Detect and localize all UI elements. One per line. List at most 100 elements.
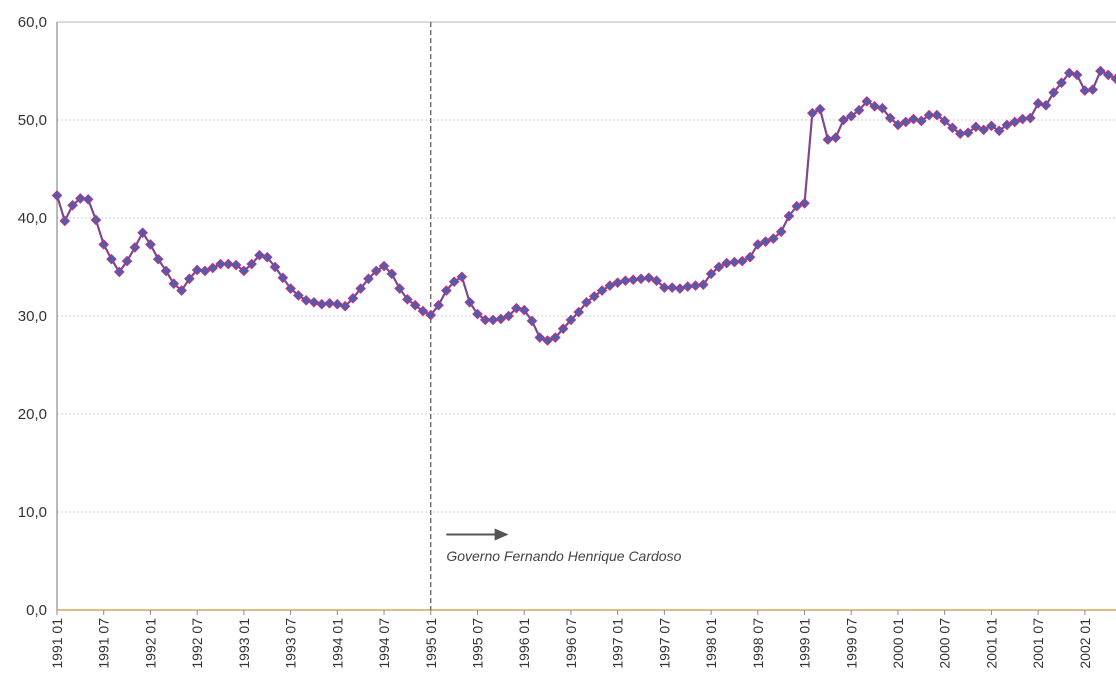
- data-point: [682, 281, 694, 292]
- y-tick-label: 20,0: [18, 406, 47, 423]
- data-point: [939, 115, 950, 127]
- x-tick-label: 1994 01: [329, 618, 345, 669]
- data-point: [690, 280, 701, 291]
- data-point: [978, 124, 989, 136]
- data-point: [137, 227, 148, 239]
- data-point: [775, 226, 787, 238]
- data-point: [752, 239, 764, 250]
- x-tick-label: 1995 07: [469, 618, 485, 669]
- data-point: [877, 102, 888, 114]
- data-point: [931, 109, 943, 121]
- data-point: [853, 104, 865, 116]
- x-tick-label: 1998 01: [703, 618, 719, 669]
- data-point: [479, 314, 491, 326]
- x-tick-label: 1996 01: [516, 618, 532, 669]
- data-point: [363, 273, 374, 285]
- data-point: [184, 273, 195, 285]
- data-point: [300, 295, 312, 306]
- x-tick-label: 1992 07: [189, 618, 205, 669]
- data-point: [1056, 77, 1067, 89]
- data-point: [246, 258, 257, 270]
- data-point: [1102, 69, 1114, 81]
- data-point: [293, 290, 304, 301]
- data-point: [433, 299, 444, 311]
- data-point: [495, 313, 507, 325]
- data-point: [1009, 116, 1021, 128]
- data-point: [82, 194, 94, 205]
- y-tick-label: 30,0: [18, 308, 47, 325]
- data-point: [666, 282, 678, 293]
- data-point: [386, 268, 398, 280]
- x-tick-label: 1997 07: [656, 618, 672, 669]
- data-point: [923, 109, 935, 121]
- data-point: [916, 115, 927, 127]
- x-tick-label: 1991 01: [49, 618, 65, 669]
- data-point: [51, 190, 63, 201]
- data-point: [277, 272, 289, 284]
- gridlines: [57, 21, 1116, 611]
- x-tick-label: 1999 07: [843, 618, 859, 669]
- data-point: [557, 323, 569, 335]
- data-point: [152, 253, 164, 265]
- data-point: [121, 255, 133, 267]
- y-tick-label: 10,0: [18, 504, 47, 521]
- data-point: [659, 282, 670, 293]
- data-point: [970, 121, 982, 133]
- data-point: [807, 107, 818, 119]
- annotation-layer: Governo Fernando Henrique Cardoso: [446, 528, 682, 564]
- x-tick-label: 1998 07: [750, 618, 766, 669]
- data-point: [511, 302, 522, 314]
- data-point: [1087, 84, 1098, 95]
- data-point: [425, 309, 437, 321]
- data-point: [1048, 87, 1060, 98]
- y-tick-label: 40,0: [18, 210, 47, 227]
- y-tick-label: 60,0: [18, 14, 47, 31]
- data-point: [962, 127, 974, 139]
- data-point: [339, 300, 351, 312]
- data-point: [705, 268, 717, 280]
- x-tick-label: 2002 01: [1077, 618, 1093, 669]
- data-point: [106, 253, 117, 265]
- data-point: [845, 110, 857, 122]
- data-point: [316, 298, 328, 310]
- data-point: [635, 273, 647, 285]
- x-tick-labels: 1991 01 1991 07 1992 01 1992 07 1993 01 1993 …: [49, 618, 1093, 669]
- data-point: [565, 314, 577, 326]
- data-point: [448, 276, 460, 288]
- data-point: [768, 233, 779, 244]
- data-point: [573, 306, 585, 318]
- x-tick-label: 1999 01: [797, 618, 813, 669]
- data-point: [1079, 85, 1091, 96]
- y-tick-label: 50,0: [18, 112, 47, 129]
- data-point: [1110, 73, 1116, 85]
- data-point: [736, 255, 748, 267]
- data-point: [884, 112, 896, 124]
- x-tick-label: 2001 01: [983, 618, 999, 669]
- data-point: [986, 120, 997, 132]
- data-point: [550, 332, 561, 343]
- x-tick-label: 2000 01: [890, 618, 906, 669]
- data-point: [199, 265, 211, 277]
- data-point: [254, 249, 265, 261]
- data-point: [1001, 119, 1013, 131]
- data-point: [176, 285, 187, 296]
- data-point: [713, 261, 725, 273]
- data-point: [441, 285, 452, 296]
- x-tick-label: 1996 07: [563, 618, 579, 669]
- series-layer: [51, 65, 1116, 346]
- data-point: [503, 310, 514, 322]
- x-tick-label: 2000 07: [937, 618, 953, 669]
- data-point: [892, 119, 904, 131]
- x-tick-label: 1991 07: [96, 618, 112, 669]
- data-point: [1032, 98, 1044, 109]
- data-point: [588, 291, 600, 302]
- x-tick-label: 1994 07: [376, 618, 392, 669]
- data-point: [456, 271, 468, 283]
- data-point: [324, 297, 335, 309]
- data-point: [760, 236, 771, 247]
- data-point: [814, 103, 826, 115]
- data-point: [145, 239, 156, 250]
- x-tick-label: 1992 01: [142, 618, 158, 669]
- data-point: [1040, 99, 1052, 111]
- data-point: [230, 259, 242, 271]
